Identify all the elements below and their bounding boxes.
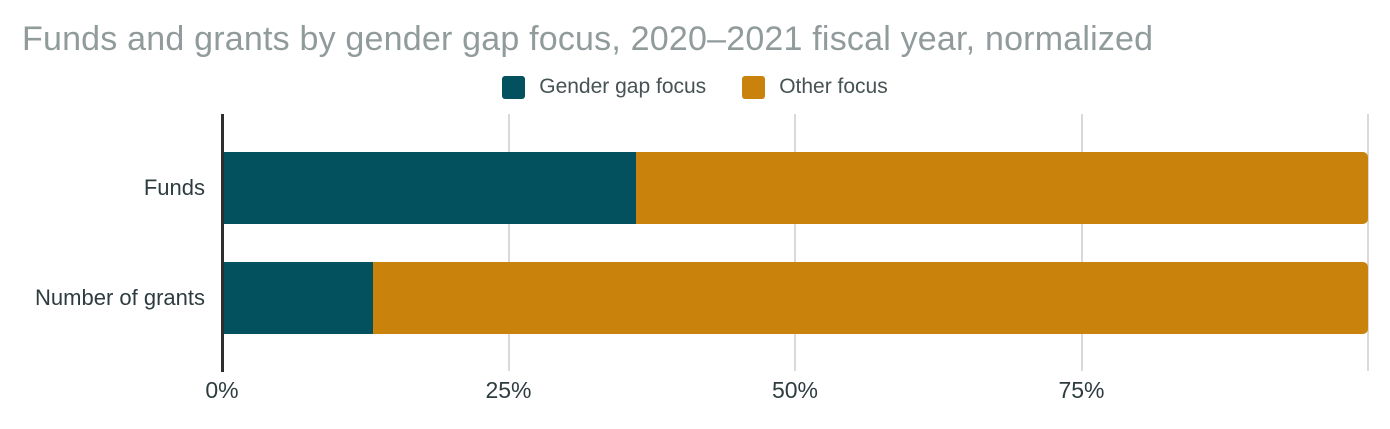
bar-segment bbox=[635, 152, 1368, 224]
bar-segment bbox=[224, 152, 636, 224]
chart-title: Funds and grants by gender gap focus, 20… bbox=[22, 20, 1154, 58]
x-tick-label: 50% bbox=[771, 377, 819, 403]
bar-segment bbox=[224, 262, 373, 334]
bar-row bbox=[224, 152, 1368, 224]
x-tick-label: 0% bbox=[205, 377, 239, 403]
plot-area bbox=[221, 114, 1369, 372]
legend-swatch-icon bbox=[502, 75, 526, 99]
y-axis-baseline bbox=[221, 114, 224, 372]
gridline-75pct bbox=[1080, 114, 1083, 371]
gridline-25pct bbox=[507, 114, 510, 371]
chart-legend: Gender gap focus Other focus bbox=[0, 73, 1390, 101]
legend-label: Gender gap focus bbox=[539, 75, 707, 98]
bar-segment bbox=[372, 262, 1368, 334]
legend-label: Other focus bbox=[779, 75, 888, 98]
gridline-100pct bbox=[1367, 114, 1369, 371]
legend-item-1: Other focus bbox=[742, 75, 888, 99]
legend-item-0: Gender gap focus bbox=[502, 75, 706, 99]
x-axis-tick-labels: 0% 25% 50% 75% bbox=[205, 377, 1368, 409]
bar-row bbox=[224, 262, 1368, 334]
y-axis-category-labels: Funds Number of grants bbox=[0, 114, 205, 371]
category-label: Number of grants bbox=[35, 285, 205, 310]
x-tick-label: 25% bbox=[485, 377, 532, 403]
x-tick-label: 75% bbox=[1058, 377, 1105, 403]
category-label: Funds bbox=[143, 175, 205, 200]
legend-swatch-icon bbox=[742, 75, 766, 99]
gridline-50pct bbox=[794, 114, 796, 371]
